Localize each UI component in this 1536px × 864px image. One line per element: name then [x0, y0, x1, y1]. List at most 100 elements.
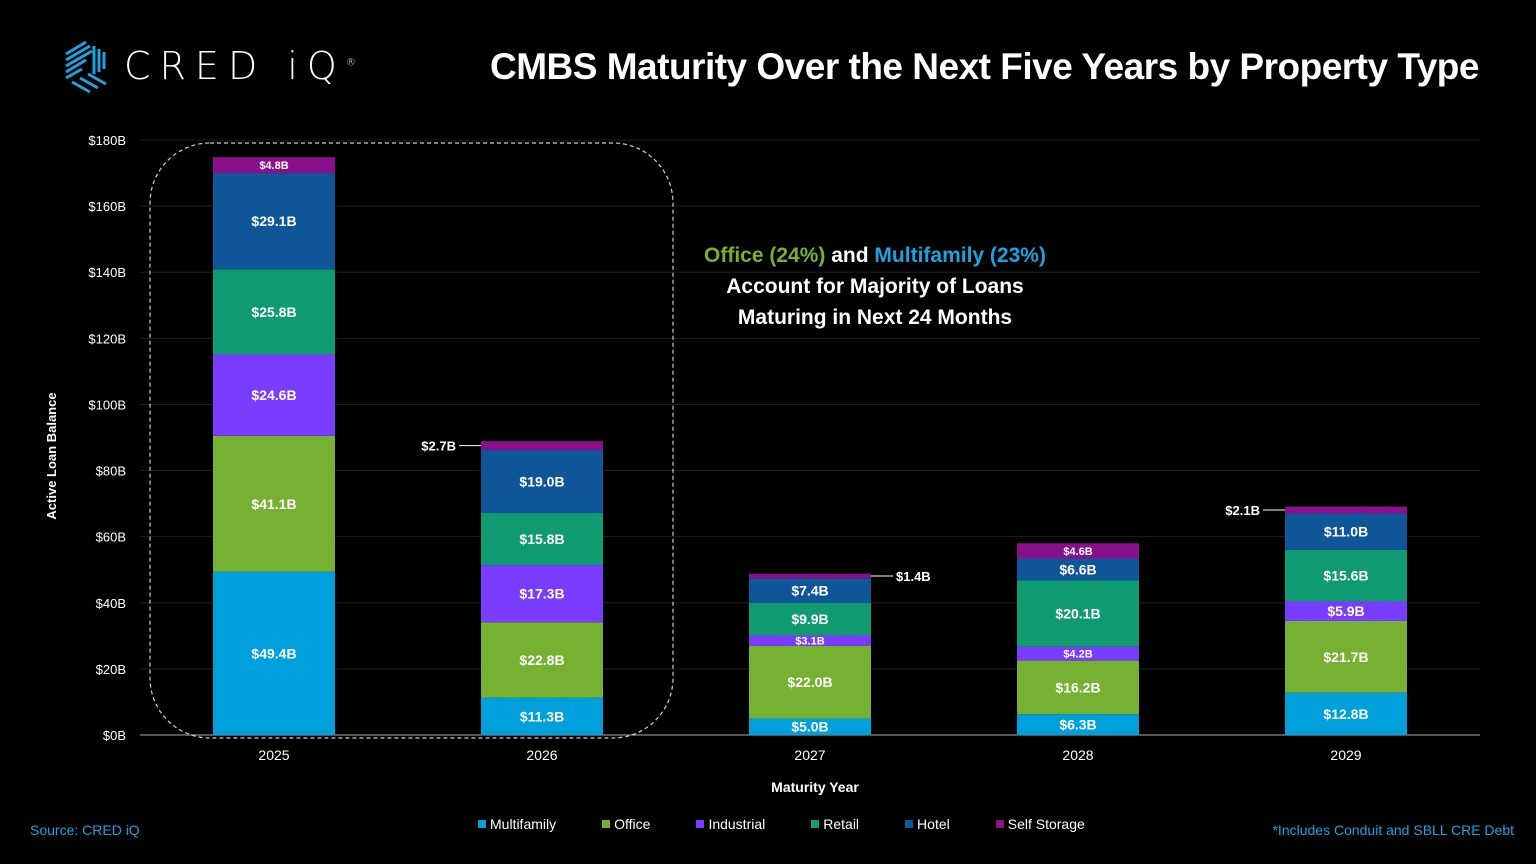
bar-segment — [213, 435, 335, 572]
bar-segment — [749, 635, 871, 646]
bar-segment — [1285, 692, 1407, 735]
data-label: $11.3B — [520, 708, 564, 724]
bar-segment — [213, 269, 335, 355]
data-label: $20.1B — [1055, 606, 1100, 622]
y-tick-label: $160B — [88, 199, 126, 214]
bar-segment — [749, 718, 871, 735]
data-label: $22.8B — [519, 652, 564, 668]
data-label: $1.4B — [896, 569, 931, 584]
data-label: $4.6B — [1063, 546, 1092, 558]
legend: Multifamily Office Industrial Retail Hotel Se… — [478, 816, 1131, 832]
legend-label: Self Storage — [1007, 816, 1085, 832]
bar-segment — [749, 578, 871, 603]
bar-segment — [1285, 506, 1407, 514]
bar-segment — [481, 697, 603, 735]
bar-segment — [1017, 558, 1139, 581]
legend-swatch — [811, 820, 820, 828]
data-label: $29.1B — [251, 213, 296, 229]
data-label: $12.8B — [1323, 706, 1368, 722]
y-axis-label: Active Loan Balance — [44, 392, 59, 519]
data-label: $6.3B — [1059, 717, 1096, 733]
y-tick-label: $180B — [88, 133, 126, 148]
legend-swatch — [478, 820, 486, 828]
x-axis-label: Maturity Year — [771, 779, 859, 795]
legend-label: Hotel — [917, 816, 950, 832]
data-label: $9.9B — [791, 611, 828, 627]
source-note: Source: CRED iQ — [30, 822, 140, 838]
data-label: $4.2B — [1063, 649, 1092, 661]
data-label: $5.9B — [1327, 603, 1364, 619]
bar-segment — [481, 622, 603, 698]
highlight-box — [149, 142, 674, 739]
bar-segment — [749, 573, 871, 579]
bar-segment — [213, 354, 335, 436]
chart-title: CMBS Maturity Over the Next Five Years b… — [490, 46, 1479, 87]
x-tick-label: 2026 — [526, 747, 557, 763]
annotation: Office (24%) and Multifamily (23%) Accou… — [704, 244, 1046, 329]
bar-segment — [481, 450, 603, 513]
legend-swatch — [905, 820, 914, 828]
legend-label: Office — [614, 816, 651, 832]
data-label: $25.8B — [251, 304, 296, 320]
y-tick-label: $120B — [88, 331, 126, 346]
bar-segment — [1017, 580, 1139, 647]
bar-segment — [1017, 646, 1139, 661]
y-tick-label: $20B — [96, 662, 126, 677]
data-label: $15.6B — [1323, 568, 1368, 584]
legend-item: Office — [602, 816, 650, 832]
bar-segment — [213, 157, 335, 174]
data-label: $3.1B — [795, 636, 824, 648]
legend-item: Self Storage — [995, 816, 1085, 832]
legend-item: Hotel — [905, 816, 950, 832]
x-tick-label: 2025 — [258, 747, 289, 763]
bar-segment — [1285, 601, 1407, 621]
legend-label: Industrial — [708, 816, 766, 832]
data-label: $2.7B — [421, 439, 456, 454]
data-label: $17.3B — [519, 586, 564, 602]
bar-segment — [1285, 513, 1407, 550]
legend-item: Multifamily — [478, 816, 556, 832]
y-tick-label: $140B — [88, 265, 126, 280]
data-label: $24.6B — [251, 387, 296, 403]
data-label: $49.4B — [251, 645, 296, 661]
data-label: $22.0B — [787, 674, 832, 690]
bar-segment — [1285, 620, 1407, 693]
data-label: $7.4B — [791, 583, 828, 599]
x-tick-label: 2029 — [1330, 747, 1361, 763]
logo: CRED iQ® — [124, 44, 356, 88]
y-tick-label: $80B — [96, 464, 126, 479]
x-tick-label: 2027 — [794, 747, 825, 763]
bar-segment — [213, 571, 335, 735]
bar-segment — [1017, 543, 1139, 559]
legend-swatch — [995, 820, 1004, 828]
bar-segment — [481, 512, 603, 566]
bar-segment — [481, 441, 603, 451]
x-tick-label: 2028 — [1062, 747, 1093, 763]
data-label: $41.1B — [251, 496, 296, 512]
legend-swatch — [602, 820, 611, 828]
legend-item: Retail — [811, 816, 859, 832]
legend-label: Multifamily — [490, 816, 557, 832]
bar-segment — [481, 565, 603, 623]
data-label: $19.0B — [519, 473, 564, 489]
bar-segment — [749, 645, 871, 719]
bar-segment — [1017, 660, 1139, 715]
y-tick-label: $100B — [88, 397, 126, 412]
data-label: $21.7B — [1323, 649, 1368, 665]
legend-item: Industrial — [696, 816, 765, 832]
bar-segment — [1285, 549, 1407, 602]
y-tick-label: $40B — [96, 596, 126, 611]
bar-segment — [749, 602, 871, 636]
bar-segment — [1017, 714, 1139, 735]
y-tick-label: $60B — [96, 530, 126, 545]
data-label: $2.1B — [1225, 503, 1260, 518]
footnote: *Includes Conduit and SBLL CRE Debt — [1272, 822, 1514, 838]
data-label: $15.8B — [519, 531, 564, 547]
legend-label: Retail — [823, 816, 860, 832]
data-label: $4.8B — [259, 160, 288, 172]
data-label: $11.0B — [1324, 524, 1368, 540]
data-label: $6.6B — [1059, 561, 1096, 577]
bar-segment — [213, 173, 335, 270]
